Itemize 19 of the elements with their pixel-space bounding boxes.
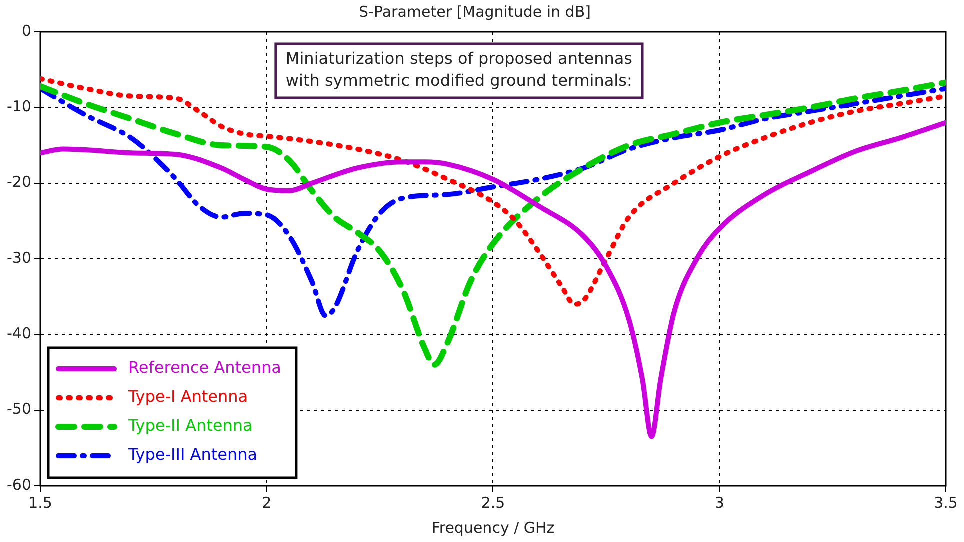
x-tick-label: 2 <box>262 494 272 512</box>
y-tick-label: -50 <box>7 400 32 418</box>
x-tick-label: 2.5 <box>481 494 506 512</box>
y-tick-label: -60 <box>7 476 32 494</box>
legend-label: Type-II Antenna <box>128 416 253 436</box>
chart-title: S-Parameter [Magnitude in dB] <box>359 2 591 21</box>
x-axis-title: Frequency / GHz <box>432 518 555 537</box>
y-tick-label: 0 <box>22 22 32 40</box>
x-tick-label: 3.5 <box>934 494 958 512</box>
legend-label: Type-I Antenna <box>128 387 248 406</box>
y-tick-label: -20 <box>7 173 32 192</box>
x-tick-label: 3 <box>714 494 724 512</box>
legend-label: Type-III Antenna <box>128 445 258 464</box>
y-tick-label: -10 <box>7 98 32 116</box>
legend-label: Reference Antenna <box>128 358 282 378</box>
x-tick-label: 1.5 <box>28 494 52 512</box>
y-tick-label: -30 <box>7 248 32 267</box>
y-tick-label: -40 <box>7 324 32 343</box>
annotation: Miniaturization steps of proposed antennas with symmetric modified ground terminals: <box>286 49 633 90</box>
